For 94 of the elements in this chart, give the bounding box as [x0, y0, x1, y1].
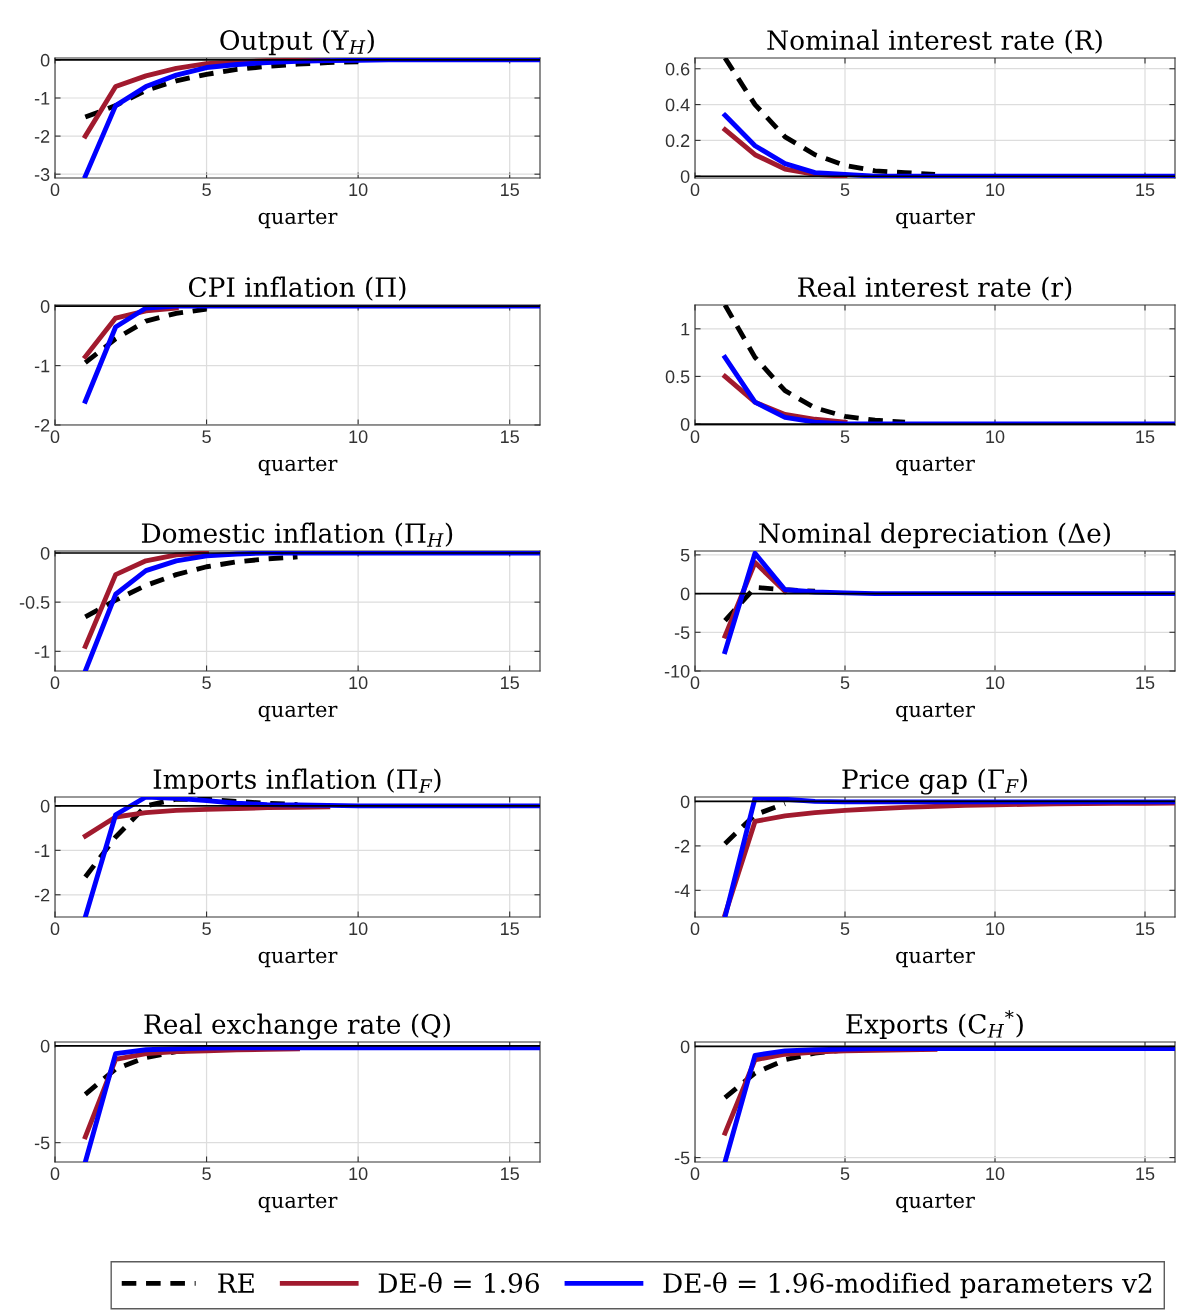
- x-tick-label: 10: [349, 1167, 368, 1181]
- x-tick-label: 15: [1136, 676, 1155, 690]
- x-tick-label: 5: [202, 922, 211, 936]
- y-tick-label: 0.4: [665, 98, 690, 112]
- x-tick-label: 10: [986, 922, 1005, 936]
- x-tick-label: 5: [202, 430, 211, 444]
- x-axis-title: quarter: [258, 1193, 338, 1213]
- x-tick-label: 5: [202, 183, 211, 197]
- x-tick-label: 0: [690, 183, 700, 197]
- y-tick-label: -1: [34, 645, 50, 658]
- x-tick-label: 10: [349, 676, 368, 690]
- x-tick-label: 10: [986, 183, 1005, 197]
- y-tick-label: -4: [674, 884, 690, 897]
- x-axis-title: quarter: [896, 1193, 975, 1213]
- chart-title: Real exchange rate (Q): [144, 1013, 450, 1040]
- y-tick-label: -2: [34, 888, 50, 902]
- y-tick-label: -5: [674, 626, 690, 640]
- y-tick-label: -10: [664, 664, 690, 678]
- y-tick-label: 0: [40, 300, 50, 313]
- x-tick-label: 5: [840, 183, 850, 197]
- chart-title: Output (Y$_{H}$): [220, 29, 374, 56]
- x-tick-label: 10: [349, 183, 368, 197]
- y-tick-label: -5: [34, 1136, 50, 1150]
- x-axis-title: quarter: [896, 456, 975, 476]
- chart-title: Real interest rate (r): [798, 276, 1072, 301]
- x-tick-label: 15: [1136, 183, 1155, 197]
- y-tick-label: 0: [40, 53, 50, 67]
- legend-label: DE-θ = 1.96-modified parameters v2: [663, 1272, 1152, 1299]
- chart-title: CPI inflation (Π): [188, 276, 406, 301]
- x-tick-label: 5: [840, 1167, 850, 1181]
- y-tick-label: 0: [40, 1039, 50, 1053]
- x-tick-label: 10: [349, 922, 368, 936]
- y-tick-label: -1: [34, 92, 50, 105]
- x-tick-label: 0: [50, 922, 60, 936]
- x-tick-label: 10: [349, 430, 368, 444]
- y-tick-label: -0.5: [19, 596, 50, 609]
- y-tick-label: 0: [680, 417, 690, 431]
- x-tick-label: 15: [501, 676, 519, 690]
- x-tick-label: 0: [50, 676, 60, 690]
- x-tick-label: 0: [50, 1167, 60, 1181]
- x-tick-label: 10: [986, 676, 1005, 690]
- chart-title: Nominal interest rate (R): [767, 29, 1102, 54]
- y-tick-label: 0: [680, 795, 690, 809]
- x-axis-title: quarter: [258, 209, 338, 229]
- x-axis-title: quarter: [258, 702, 338, 722]
- chart-title: Nominal depreciation (Δe): [759, 522, 1110, 549]
- x-tick-label: 15: [501, 430, 519, 444]
- x-tick-label: 5: [840, 430, 850, 444]
- y-tick-label: 0.5: [665, 370, 690, 384]
- chart-title: Imports inflation (Π$_{F}$): [153, 768, 441, 795]
- x-tick-label: 0: [50, 430, 60, 444]
- x-tick-label: 5: [202, 1167, 211, 1181]
- x-tick-label: 15: [501, 183, 519, 197]
- y-tick-label: 0: [680, 170, 690, 183]
- chart-title: Domestic inflation (Π$_{H}$): [141, 522, 453, 547]
- y-tick-label: -2: [34, 130, 50, 143]
- y-tick-label: 0: [40, 799, 50, 813]
- x-tick-label: 10: [986, 430, 1005, 444]
- x-tick-label: 15: [1136, 1167, 1155, 1181]
- x-axis-title: quarter: [258, 948, 338, 968]
- x-axis-title: quarter: [896, 702, 975, 722]
- y-tick-label: 5: [680, 548, 690, 562]
- legend-label: DE-θ = 1.96: [378, 1272, 539, 1294]
- x-tick-label: 5: [840, 676, 850, 690]
- y-tick-label: 0: [40, 546, 50, 560]
- x-tick-label: 15: [501, 1167, 519, 1181]
- x-tick-label: 15: [1136, 430, 1155, 444]
- x-tick-label: 5: [202, 676, 211, 690]
- x-tick-label: 0: [690, 1167, 700, 1181]
- chart-title: Price gap (Γ$_{F}$): [842, 768, 1027, 795]
- y-tick-label: -3: [34, 168, 50, 181]
- y-tick-label: -5: [674, 1151, 690, 1165]
- y-tick-label: 0.2: [665, 134, 690, 148]
- x-tick-label: 15: [1136, 922, 1155, 936]
- y-tick-label: 0: [680, 587, 690, 601]
- y-tick-label: -1: [34, 359, 50, 373]
- x-tick-label: 5: [840, 922, 850, 936]
- y-tick-label: 0: [680, 1040, 690, 1054]
- y-tick-label: -2: [674, 839, 690, 853]
- y-tick-label: 1: [681, 322, 690, 336]
- legend-label: RE: [218, 1273, 254, 1293]
- y-tick-label: -2: [34, 418, 50, 432]
- x-tick-label: 10: [986, 1167, 1005, 1181]
- x-axis-title: quarter: [896, 948, 975, 968]
- x-tick-label: 0: [50, 183, 60, 197]
- x-tick-label: 0: [690, 430, 700, 444]
- x-tick-label: 0: [690, 676, 700, 690]
- x-tick-label: 15: [501, 922, 519, 936]
- chart-title: Exports (C$_{H}$$^{*}$): [846, 1010, 1023, 1039]
- y-tick-label: 0.6: [665, 62, 690, 76]
- y-tick-label: -1: [34, 844, 50, 857]
- x-axis-title: quarter: [896, 209, 975, 229]
- x-axis-title: quarter: [258, 456, 338, 476]
- x-tick-label: 0: [690, 922, 700, 936]
